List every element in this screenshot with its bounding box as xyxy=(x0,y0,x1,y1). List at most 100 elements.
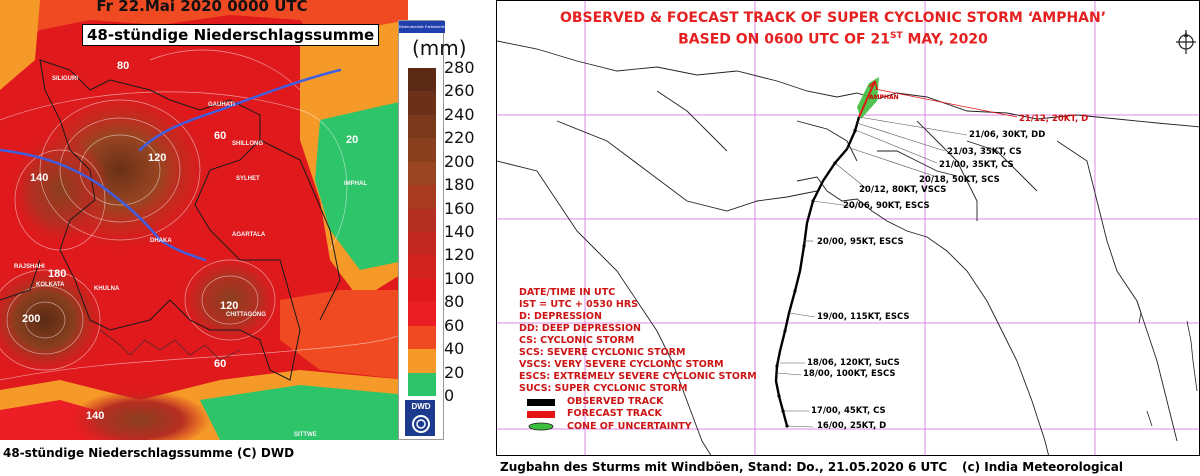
legend-color-step xyxy=(408,278,436,303)
track-point-label: 20/12, 80KT, VSCS xyxy=(859,185,947,195)
place-label: RAJSHAHI xyxy=(14,264,45,270)
legend-value-label: 160 xyxy=(444,198,475,218)
track-point-label: 20/06, 90KT, ESCS xyxy=(843,201,930,211)
rainfall-map-graphic xyxy=(0,0,408,440)
legend-color-step xyxy=(408,325,436,350)
legend-value-label: 180 xyxy=(444,175,475,195)
contour-label: 180 xyxy=(48,268,67,280)
track-title-superscript: ST xyxy=(889,31,903,41)
place-label: SYLHET xyxy=(236,176,260,182)
track-point-label: 21/00, 35KT, CS xyxy=(939,160,1014,170)
contour-label: 60 xyxy=(214,130,227,142)
dwd-logo: DWD xyxy=(405,400,435,436)
legend-line: CS: CYCLONIC STORM xyxy=(519,335,635,346)
legend-color-step xyxy=(408,349,436,374)
legend-color-step xyxy=(408,302,436,327)
legend-value-label: 220 xyxy=(444,128,475,148)
legend-line: D: DEPRESSION xyxy=(519,311,602,322)
legend-unit: (mm) xyxy=(412,36,467,60)
storm-name-label: AMPHAN xyxy=(869,94,899,101)
rainfall-map xyxy=(0,0,408,440)
contour-label: 140 xyxy=(86,410,105,422)
contour-label: 140 xyxy=(30,172,49,184)
place-label: KHULNA xyxy=(94,286,120,292)
legend-color-step xyxy=(408,161,436,186)
cyclone-track-map: OBSERVED & FOECAST TRACK OF SUPER CYCLON… xyxy=(496,0,1200,456)
legend-color-step xyxy=(408,114,436,139)
legend-color-step xyxy=(408,232,436,256)
track-point-label: 21/03, 35KT, CS xyxy=(947,147,1022,157)
forecast-track-label: FORECAST TRACK xyxy=(567,408,662,419)
legend-value-label: 240 xyxy=(444,104,475,124)
cyclone-track-panel: OBSERVED & FOECAST TRACK OF SUPER CYCLON… xyxy=(496,0,1200,476)
track-point-label: 21/06, 30KT, DD xyxy=(969,130,1046,140)
place-label: SHILLONG xyxy=(232,141,263,147)
track-point-label: 21/12, 20KT, D xyxy=(1019,114,1089,124)
legend-value-label: 140 xyxy=(444,222,475,241)
legend-color-bar xyxy=(408,68,436,397)
legend-line: SUCS: SUPER CYCLONIC STORM xyxy=(519,383,688,394)
legend-color-step xyxy=(408,372,436,397)
track-title-line2: BASED ON 0600 UTC OF 21ST MAY, 2020 xyxy=(497,27,1169,49)
track-point-label: 16/00, 25KT, D xyxy=(817,421,887,431)
track-point-label: 20/18, 50KT, SCS xyxy=(919,175,1000,185)
place-label: GAUHATI xyxy=(208,102,235,108)
cyclone-track-map-graphic xyxy=(497,1,1199,455)
legend-line: ESCS: EXTREMELY SEVERE CYCLONIC STORM xyxy=(519,371,757,382)
track-point-label: 20/00, 95KT, ESCS xyxy=(817,237,904,247)
legend-value-label: 60 xyxy=(444,315,465,335)
dwd-logo-icon xyxy=(412,415,430,433)
legend-line: DATE/TIME IN UTC xyxy=(519,287,616,298)
legend-color-step xyxy=(408,208,436,233)
legend-value-label: 200 xyxy=(444,151,475,171)
forecast-datetime: Fr 22.Mai 2020 0000 UTC xyxy=(96,0,308,15)
rainfall-caption: 48-stündige Niederschlagssumme (C) DWD xyxy=(3,446,295,460)
track-point-label: 18/06, 120KT, SuCS xyxy=(807,358,900,368)
rainfall-map-title: 48-stündige Niederschlagssumme xyxy=(82,24,380,46)
place-label: SITTWE xyxy=(294,432,317,438)
legend-value-label: 120 xyxy=(444,245,475,265)
place-label: IMPHAL xyxy=(344,181,367,187)
legend-color-step xyxy=(408,255,436,280)
legend-header: Bedeutendste Farbtabelle xyxy=(399,21,445,33)
forecast-track-symbol xyxy=(527,411,555,418)
track-point-label: 19/00, 115KT, ESCS xyxy=(817,312,910,322)
legend-value-label: 80 xyxy=(444,292,465,312)
track-title-line2-end: MAY, 2020 xyxy=(902,31,988,48)
track-point-label: 17/00, 45KT, CS xyxy=(811,406,886,416)
contour-label: 60 xyxy=(214,358,227,370)
place-label: KOLKATA xyxy=(36,282,65,288)
legend-color-step xyxy=(408,138,436,163)
legend-color-step xyxy=(408,185,436,210)
contour-label: 80 xyxy=(117,60,130,72)
track-caption: Zugbahn des Sturms mit Windböen, Stand: … xyxy=(500,460,948,474)
place-label: AGARTALA xyxy=(232,232,266,238)
imd-credit: (c) India Meteorological Department xyxy=(962,460,1123,476)
track-title-line1: OBSERVED & FOECAST TRACK OF SUPER CYCLON… xyxy=(559,10,1107,26)
observed-track-symbol xyxy=(527,399,555,406)
legend-line: IST = UTC + 0530 HRS xyxy=(519,299,639,310)
compass-icon xyxy=(1176,30,1196,54)
contour-label: 120 xyxy=(220,300,239,312)
place-label: DHAKA xyxy=(150,238,172,244)
dwd-logo-text: DWD xyxy=(411,402,431,411)
contour-label: 120 xyxy=(148,152,167,164)
legend-value-label: 40 xyxy=(444,339,465,359)
cone-of-uncertainty-symbol xyxy=(528,422,554,431)
rainfall-panel: Fr 22.Mai 2020 0000 UTC 48-stündige Nied… xyxy=(0,0,492,476)
contour-label: 20 xyxy=(346,134,359,146)
abbreviation-legend: DATE/TIME IN UTC IST = UTC + 0530 HRS D:… xyxy=(519,287,769,395)
observed-track-label: OBSERVED TRACK xyxy=(567,396,664,407)
legend-value-labels: 280 260 240 220 200 180 160 140 120 100 80 60 40 20 0 xyxy=(444,60,492,406)
track-title-line2-text: BASED ON 0600 UTC OF 21 xyxy=(678,31,890,48)
place-label: CHITTAGONG xyxy=(226,312,266,318)
legend-value-label: 280 xyxy=(444,58,475,77)
legend-line: DD: DEEP DEPRESSION xyxy=(519,323,641,334)
legend-color-step xyxy=(408,68,436,92)
legend-value-label: 0 xyxy=(444,386,455,405)
legend-value-label: 260 xyxy=(444,81,475,101)
legend-line: SCS: SEVERE CYCLONIC STORM xyxy=(519,347,686,358)
track-map-title: OBSERVED & FOECAST TRACK OF SUPER CYCLON… xyxy=(497,9,1169,49)
legend-value-label: 100 xyxy=(444,268,475,288)
legend-color-step xyxy=(408,91,436,116)
